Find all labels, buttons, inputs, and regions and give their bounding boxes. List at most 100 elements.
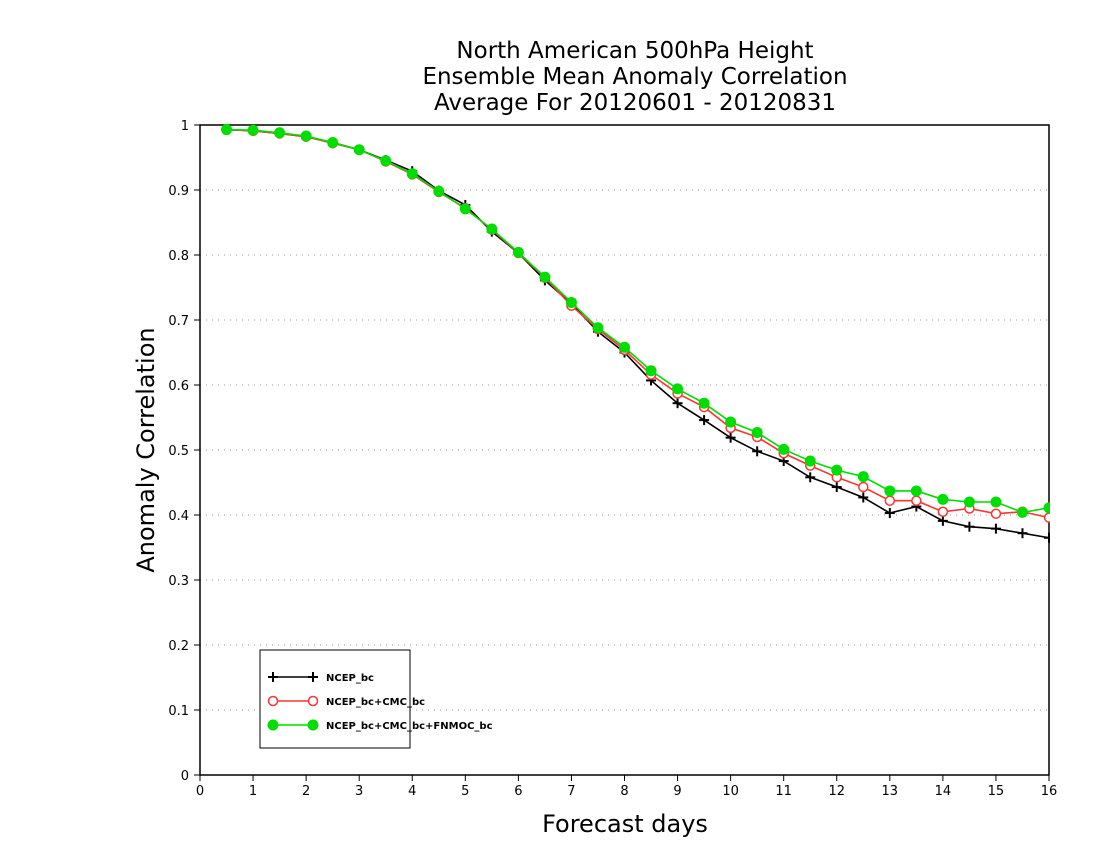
legend-marker-a-0 (268, 672, 278, 682)
legend-label-0: NCEP_bc (326, 673, 374, 684)
series-2-point-23 (831, 464, 843, 476)
x-tick-label-15: 15 (988, 784, 1005, 799)
legend-marker-a-1 (267, 695, 279, 707)
x-tick-label-6: 6 (514, 784, 522, 799)
series-0-point-20 (752, 446, 763, 457)
x-tick-label-11: 11 (775, 784, 792, 799)
series-2-point-30 (1016, 506, 1028, 518)
plot-area (221, 124, 1050, 543)
series-line-2 (226, 128, 1050, 514)
series-2-point-10 (486, 223, 498, 235)
x-tick-label-8: 8 (620, 784, 628, 799)
legend-box (259, 649, 411, 749)
series-0-point-27 (937, 515, 948, 526)
y-tick-label-7: 0.7 (168, 314, 189, 329)
series-2-point-17 (672, 383, 684, 395)
chart-title-line-2: Ensemble Mean Anomaly Correlation (422, 64, 848, 90)
x-tick-label-0: 0 (196, 784, 204, 799)
legend-marker-b-2 (307, 719, 319, 731)
y-tick-label-4: 0.4 (168, 509, 189, 524)
series-2-point-28 (963, 496, 975, 508)
series-0-point-17 (672, 398, 683, 409)
legend-label-2: NCEP_bc+CMC_bc+FNMOC_bc (326, 721, 493, 732)
series-1-point-31 (1043, 512, 1050, 523)
x-tick-label-1: 1 (249, 784, 257, 799)
series-2-point-24 (857, 471, 869, 483)
series-2-point-18 (698, 397, 710, 409)
chart-title-line-1: North American 500hPa Height (456, 38, 814, 64)
legend-marker-b-0 (308, 672, 318, 682)
x-tick-label-5: 5 (461, 784, 469, 799)
series-2-point-26 (910, 485, 922, 497)
series-1-point-27 (937, 506, 949, 517)
series-2-point-3 (300, 130, 312, 142)
legend-label-1: NCEP_bc+CMC_bc (326, 697, 425, 708)
x-tick-label-14: 14 (935, 784, 952, 799)
series-2-point-16 (645, 365, 657, 377)
series-2-point-12 (539, 271, 551, 283)
series-2-point-1 (247, 124, 259, 136)
x-axis-label: Forecast days (542, 810, 708, 838)
legend-marker-b-1 (307, 695, 319, 707)
chart-title-line-3: Average For 20120601 - 20120831 (433, 90, 837, 116)
y-tick-label-5: 0.5 (168, 444, 189, 459)
y-tick-label-9: 0.9 (168, 184, 189, 199)
y-axis-label: Anomaly Correlation (132, 327, 160, 573)
x-tick-label-3: 3 (355, 784, 363, 799)
series-2-point-14 (592, 322, 604, 334)
x-tick-label-16: 16 (1041, 784, 1058, 799)
series-2-point-13 (565, 296, 577, 308)
series-2-point-25 (884, 485, 896, 497)
x-tick-label-9: 9 (673, 784, 681, 799)
series-2-point-27 (937, 493, 949, 505)
series-2-point-0 (221, 124, 233, 136)
series-0-point-30 (1017, 528, 1028, 539)
series-2-point-19 (725, 416, 737, 428)
x-tick-label-4: 4 (408, 784, 416, 799)
series-2-point-7 (406, 168, 418, 180)
series-0-point-29 (990, 523, 1001, 534)
series-2-point-2 (274, 127, 286, 139)
series-0-point-22 (805, 472, 816, 483)
series-2-point-5 (353, 144, 365, 156)
y-tick-label-10: 1 (181, 119, 189, 134)
y-tick-label-0: 0 (181, 769, 189, 784)
series-2-point-15 (619, 341, 630, 353)
series-2-point-22 (804, 455, 816, 467)
x-tick-label-13: 13 (882, 784, 899, 799)
series-2-point-8 (433, 185, 445, 197)
x-tick-label-7: 7 (567, 784, 575, 799)
legend-marker-a-2 (267, 719, 279, 731)
series-1-point-29 (990, 508, 1002, 519)
series-0-point-31 (1044, 532, 1050, 543)
y-tick-label-6: 0.6 (168, 379, 189, 394)
series-1-point-26 (911, 495, 922, 506)
series-0-point-24 (858, 492, 869, 503)
series-2 (221, 124, 1050, 518)
series-2-point-9 (459, 203, 471, 215)
series-1-point-24 (858, 481, 869, 493)
series-0-point-19 (725, 432, 736, 443)
series-2-point-31 (1043, 502, 1050, 514)
series-2-point-20 (751, 426, 763, 438)
x-tick-label-12: 12 (828, 784, 845, 799)
series-2-point-29 (990, 496, 1002, 508)
x-tick-label-10: 10 (722, 784, 739, 799)
y-tick-label-3: 0.3 (168, 574, 189, 589)
series-2-point-11 (512, 246, 524, 258)
y-tick-label-8: 0.8 (168, 249, 189, 264)
series-1-point-25 (884, 495, 896, 506)
y-tick-label-1: 0.1 (168, 704, 189, 719)
series-2-point-4 (327, 137, 339, 149)
series-0-point-18 (699, 415, 710, 426)
series-0 (221, 124, 1050, 543)
series-2-point-21 (778, 443, 790, 455)
legend: NCEP_bc NCEP_bc+CMC_bc NCEP_bc+CMC_bc+FNMO… (259, 649, 493, 749)
series-2-point-6 (380, 155, 392, 167)
y-tick-label-2: 0.2 (168, 639, 189, 654)
series-line-0 (226, 128, 1050, 539)
series-0-point-25 (884, 508, 895, 519)
series-1 (221, 124, 1050, 523)
series-0-point-28 (964, 521, 975, 532)
